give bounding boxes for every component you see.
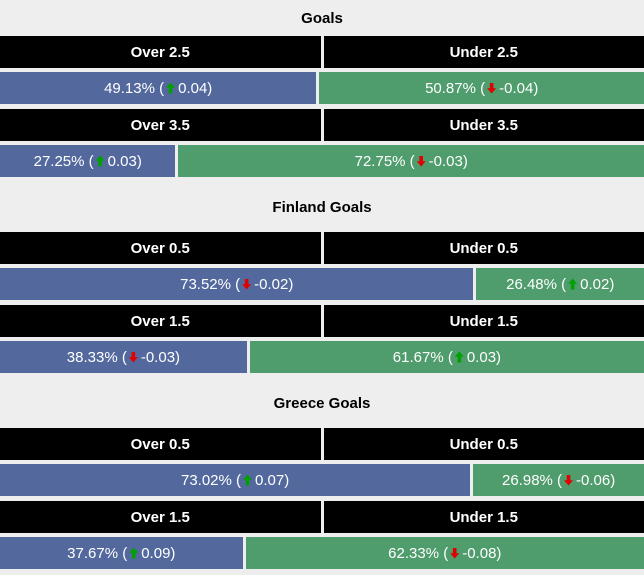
up-arrow-icon [568, 278, 578, 290]
over-bar-segment: 27.25% ( 0.03) [0, 145, 176, 177]
over-under-header: Over 0.5 Under 0.5 [0, 232, 644, 264]
bar-divider [473, 268, 477, 300]
header-divider [320, 232, 324, 264]
up-arrow-icon [243, 474, 253, 486]
up-arrow-icon [129, 547, 139, 559]
under-header-label: Under 0.5 [323, 232, 644, 264]
over-bar-segment: 73.52% ( -0.02) [0, 268, 474, 300]
over-header-label: Over 1.5 [0, 305, 321, 337]
up-arrow-icon [454, 351, 464, 363]
over-header-label: Over 2.5 [0, 36, 321, 68]
bar-divider [246, 341, 250, 373]
over-under-header: Over 1.5 Under 1.5 [0, 305, 644, 337]
under-bar-segment: 61.67% ( 0.03) [249, 341, 644, 373]
under-bar-label: 26.48% ( 0.02) [506, 275, 615, 293]
probability-bar: 49.13% ( 0.04) 50.87% ( -0.04) [0, 72, 644, 104]
over-bar-segment: 49.13% ( 0.04) [0, 72, 317, 104]
over-under-header: Over 3.5 Under 3.5 [0, 109, 644, 141]
under-bar-label: 61.67% ( 0.03) [392, 348, 502, 366]
bar-divider [242, 537, 246, 569]
under-bar-label: 26.98% ( -0.06) [502, 471, 616, 489]
probability-bar: 27.25% ( 0.03) 72.75% ( -0.03) [0, 145, 644, 177]
down-arrow-icon [128, 351, 138, 363]
over-header-label: Over 0.5 [0, 232, 321, 264]
probability-bar: 37.67% ( 0.09) 62.33% ( -0.08) [0, 537, 644, 569]
under-header-label: Under 3.5 [323, 109, 644, 141]
header-divider [320, 305, 324, 337]
probability-bar: 38.33% ( -0.03) 61.67% ( 0.03) [0, 341, 644, 373]
up-arrow-icon [166, 82, 176, 94]
over-bar-label: 73.02% ( 0.07) [180, 471, 290, 489]
down-arrow-icon [242, 278, 252, 290]
over-bar-label: 73.52% ( -0.02) [180, 275, 294, 293]
header-divider [320, 109, 324, 141]
up-arrow-icon [95, 155, 105, 167]
under-bar-label: 72.75% ( -0.03) [354, 152, 468, 170]
over-bar-segment: 38.33% ( -0.03) [0, 341, 247, 373]
bar-divider [175, 145, 179, 177]
over-bar-label: 49.13% ( 0.04) [104, 79, 213, 97]
down-arrow-icon [564, 474, 574, 486]
under-bar-segment: 50.87% ( -0.04) [319, 72, 644, 104]
bar-divider [470, 464, 474, 496]
under-bar-label: 62.33% ( -0.08) [388, 544, 502, 562]
probability-bar: 73.52% ( -0.02) 26.48% ( 0.02) [0, 268, 644, 300]
over-bar-label: 37.67% ( 0.09) [67, 544, 176, 562]
section-title-greece-goals: Greece Goals [273, 394, 371, 412]
over-header-label: Over 0.5 [0, 428, 321, 460]
header-divider [320, 428, 324, 460]
under-header-label: Under 0.5 [323, 428, 644, 460]
under-header-label: Under 1.5 [323, 305, 644, 337]
down-arrow-icon [416, 155, 426, 167]
over-header-label: Over 1.5 [0, 501, 321, 533]
header-divider [320, 36, 324, 68]
under-header-label: Under 2.5 [323, 36, 644, 68]
under-bar-segment: 26.48% ( 0.02) [476, 268, 644, 300]
under-bar-segment: 62.33% ( -0.08) [245, 537, 644, 569]
under-bar-segment: 72.75% ( -0.03) [178, 145, 644, 177]
over-under-header: Over 0.5 Under 0.5 [0, 428, 644, 460]
over-bar-segment: 37.67% ( 0.09) [0, 537, 243, 569]
section-title-goals: Goals [301, 9, 343, 27]
under-bar-segment: 26.98% ( -0.06) [473, 464, 644, 496]
over-under-header: Over 1.5 Under 1.5 [0, 501, 644, 533]
over-bar-label: 38.33% ( -0.03) [66, 348, 181, 366]
bar-divider [316, 72, 320, 104]
down-arrow-icon [450, 547, 460, 559]
probability-bar: 73.02% ( 0.07) 26.98% ( -0.06) [0, 464, 644, 496]
over-under-header: Over 2.5 Under 2.5 [0, 36, 644, 68]
over-bar-label: 27.25% ( 0.03) [33, 152, 142, 170]
over-header-label: Over 3.5 [0, 109, 321, 141]
header-divider [320, 501, 324, 533]
under-header-label: Under 1.5 [323, 501, 644, 533]
over-bar-segment: 73.02% ( 0.07) [0, 464, 471, 496]
under-bar-label: 50.87% ( -0.04) [425, 79, 539, 97]
down-arrow-icon [487, 82, 497, 94]
section-title-finland-goals: Finland Goals [272, 198, 372, 216]
